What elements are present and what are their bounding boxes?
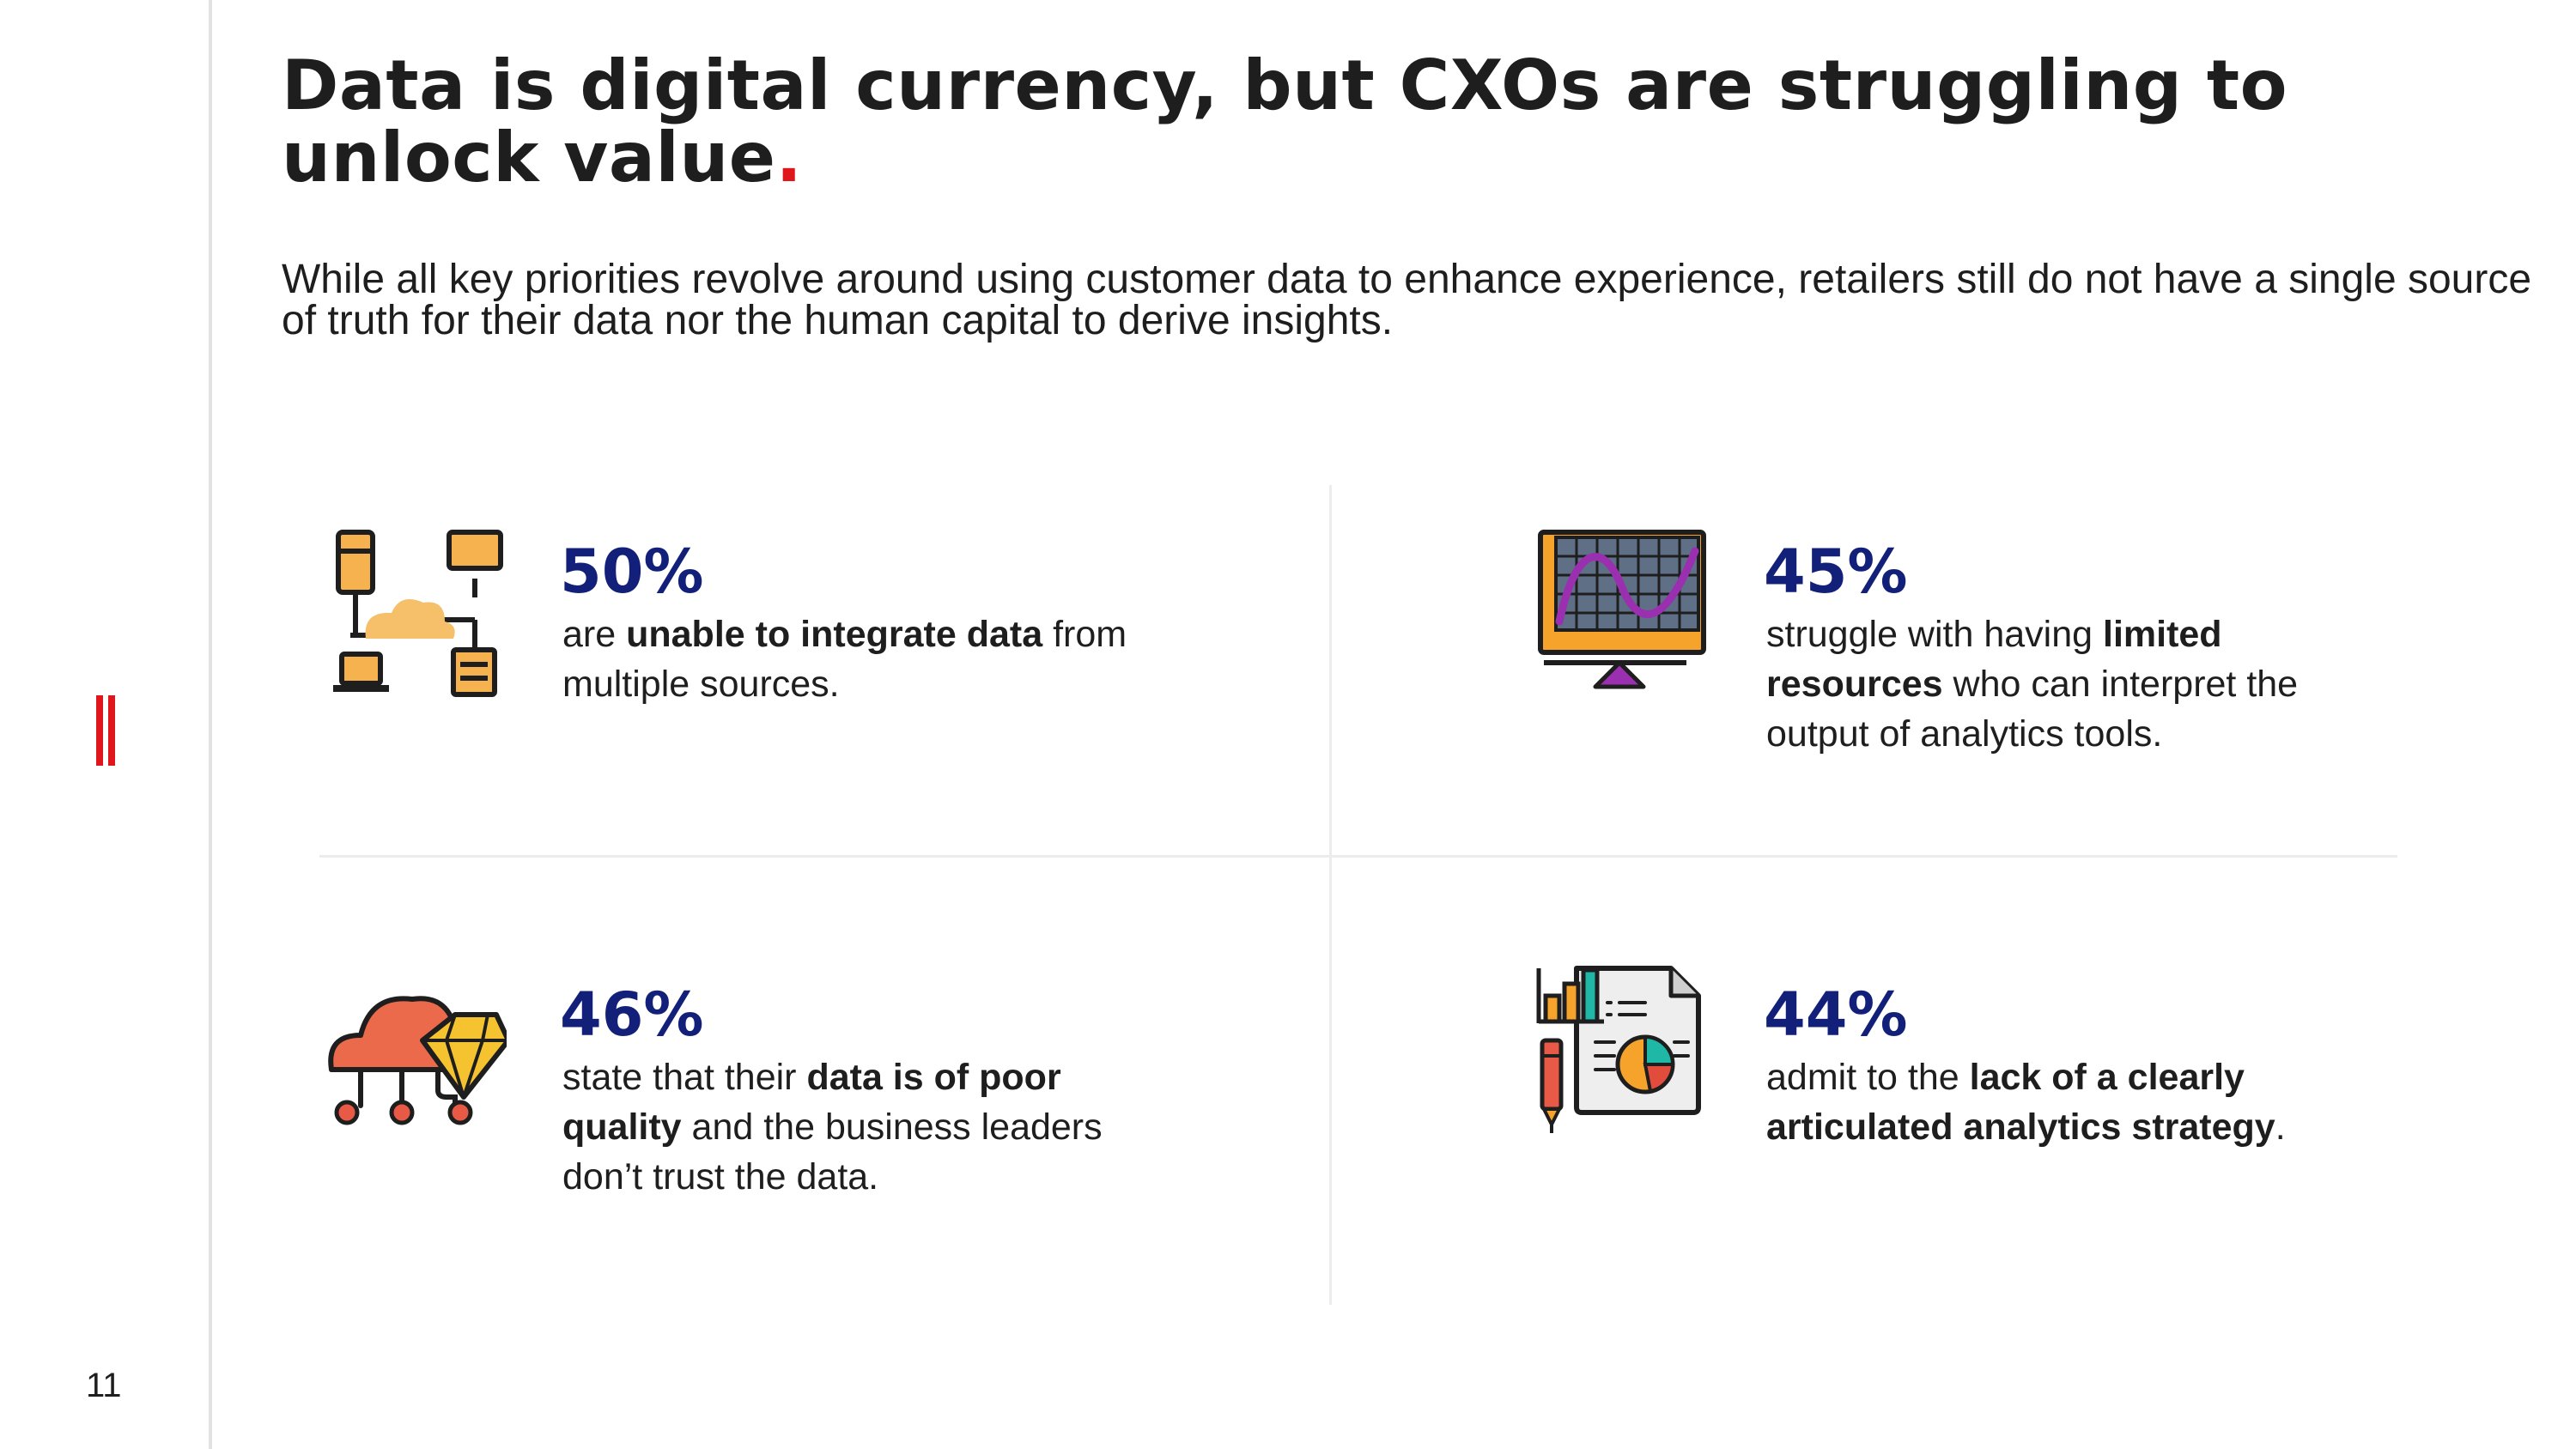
cloud-diamond-icon bbox=[328, 996, 507, 1125]
stat-text-3-bold: data is of poor quality bbox=[562, 1057, 1061, 1148]
stat-text-4-part-a: admit to the bbox=[1766, 1057, 1970, 1098]
analytics-monitor-icon bbox=[1538, 530, 1706, 689]
stat-text-4-bold: lack of a clearly articulated analytics … bbox=[1766, 1057, 2275, 1148]
stat-text-1-part-a: are bbox=[562, 614, 627, 655]
grid-vertical-divider bbox=[1329, 485, 1332, 1305]
stat-text-4: admit to the lack of a clearly articulat… bbox=[1766, 1052, 2385, 1152]
page-subtitle: While all key priorities revolve around … bbox=[282, 257, 2532, 343]
stat-text-2-bold: limited resources bbox=[1766, 614, 2222, 705]
stat-value-1: 50% bbox=[560, 537, 704, 607]
stat-value-3: 46% bbox=[560, 979, 704, 1050]
stat-text-3-part-b: and the business leaders don’t trust the… bbox=[562, 1106, 1103, 1197]
stat-text-1-part-b: from multiple sources. bbox=[562, 614, 1127, 705]
stat-text-3: state that their data is of poor quality… bbox=[562, 1052, 1181, 1202]
stat-value-4: 44% bbox=[1764, 979, 1908, 1050]
stat-value-2: 45% bbox=[1764, 537, 1908, 607]
page-title-text: Data is digital currency, but CXOs are s… bbox=[282, 45, 2288, 197]
stat-text-4-part-b: . bbox=[2275, 1106, 2286, 1148]
stat-text-2: struggle with having limited resources w… bbox=[1766, 609, 2385, 759]
report-strategy-icon bbox=[1536, 966, 1701, 1133]
title-accent-dot: . bbox=[775, 118, 803, 197]
stat-text-2-part-a: struggle with having bbox=[1766, 614, 2103, 655]
stat-text-1-bold: unable to integrate data bbox=[626, 614, 1043, 655]
left-rail-line bbox=[209, 0, 212, 1449]
grid-horizontal-divider bbox=[319, 855, 2397, 858]
section-marker bbox=[96, 695, 115, 766]
stat-text-1: are unable to integrate data from multip… bbox=[562, 609, 1181, 709]
page-title: Data is digital currency, but CXOs are s… bbox=[282, 50, 2514, 194]
stat-text-3-part-a: state that their bbox=[562, 1057, 807, 1098]
page-number: 11 bbox=[86, 1367, 122, 1404]
stat-text-2-part-b: who can interpret the output of analytic… bbox=[1766, 664, 2299, 755]
cloud-network-icon bbox=[333, 530, 503, 697]
